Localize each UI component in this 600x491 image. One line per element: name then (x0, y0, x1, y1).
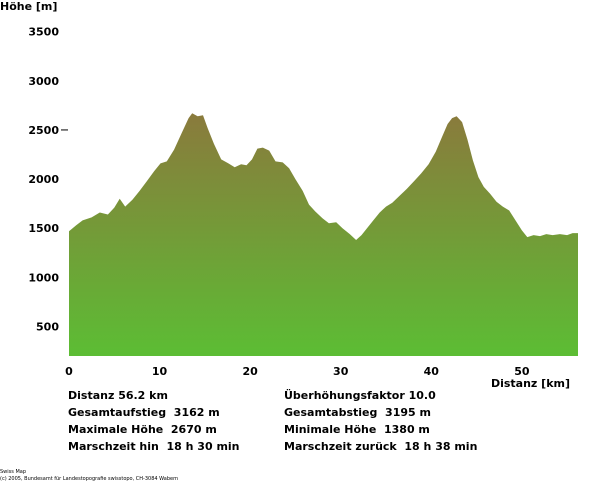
x-tick-label: 40 (424, 365, 440, 378)
y-axis-title: Höhe [m] (0, 0, 57, 13)
stat-min-height: Minimale Höhe 1380 m (284, 423, 430, 436)
stat-exaggeration: Überhöhungsfaktor 10.0 (284, 389, 436, 402)
stat-descent: Gesamtabstieg 3195 m (284, 406, 431, 419)
y-tick-label: 2000 (28, 173, 59, 186)
y-tick-label: 2500 (28, 124, 59, 137)
y-tick-label: 500 (36, 321, 59, 334)
y-tick-label: 1500 (28, 222, 59, 235)
stat-time-out: Marschzeit hin 18 h 30 min (68, 440, 240, 453)
stat-max-height: Maximale Höhe 2670 m (68, 423, 217, 436)
y-tick-label: 3500 (28, 26, 59, 39)
y-tick-label: 3000 (28, 75, 59, 88)
x-tick-label: 30 (333, 365, 349, 378)
x-tick-label: 50 (514, 365, 530, 378)
x-tick-label: 20 (242, 365, 258, 378)
footer-source: Swiss Map (0, 469, 27, 475)
stat-distance: Distanz 56.2 km (68, 389, 168, 402)
stat-ascent: Gesamtaufstieg 3162 m (68, 406, 220, 419)
y-tick-label: 1000 (28, 271, 59, 284)
stat-time-back: Marschzeit zurück 18 h 38 min (284, 440, 478, 453)
x-tick-label: 0 (65, 365, 73, 378)
x-axis-title: Distanz [km] (491, 377, 570, 390)
footer-copyright: (c) 2005, Bundesamt für Landestopografie… (0, 476, 179, 482)
elevation-area (69, 113, 578, 356)
elevation-profile-chart: Höhe [m] 500 1000 1500 2000 2500 3000 3500 0 10… (0, 0, 578, 390)
x-tick-label: 10 (152, 365, 168, 378)
